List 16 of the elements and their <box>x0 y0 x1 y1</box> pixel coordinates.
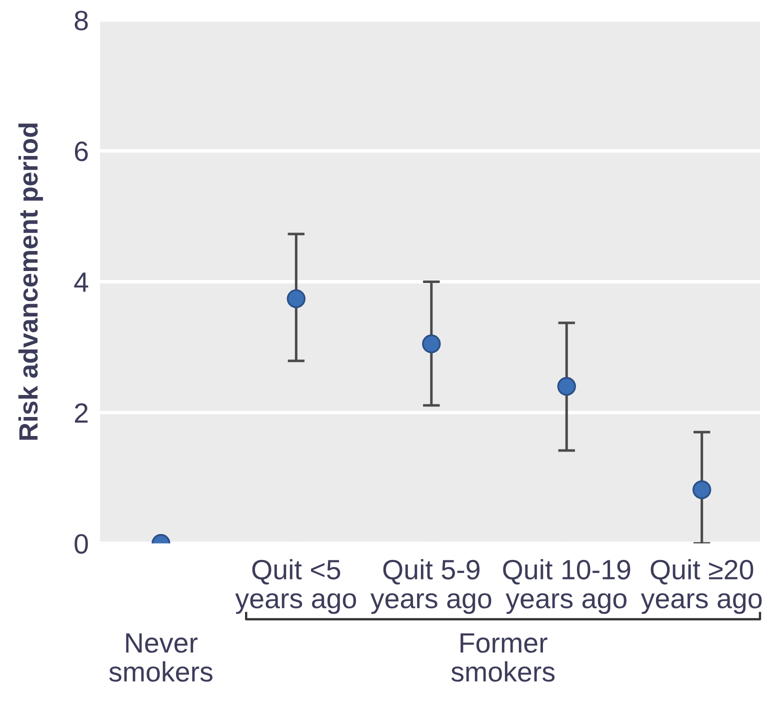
y-tick-label: 2 <box>74 403 88 423</box>
text: Former smokers <box>451 633 555 682</box>
y-tick-label: 8 <box>74 10 88 30</box>
y-tick-label: 0 <box>74 534 88 554</box>
x-tick-label: Quit 5-9 years ago <box>370 559 492 614</box>
x-tick-label: Quit 10-19 years ago <box>503 559 630 614</box>
y-tick-label: 4 <box>74 272 88 292</box>
x-tick-label: Quit <5 years ago <box>235 559 356 614</box>
point <box>286 289 306 308</box>
point <box>557 377 576 396</box>
point <box>422 334 441 354</box>
y-tick-label: 6 <box>74 142 88 162</box>
x-tick-label: Quit ≥20 years ago <box>640 559 762 614</box>
text: Never smokers <box>109 633 212 682</box>
point <box>692 480 712 500</box>
y-axis-title: Risk advancement period <box>18 124 43 440</box>
